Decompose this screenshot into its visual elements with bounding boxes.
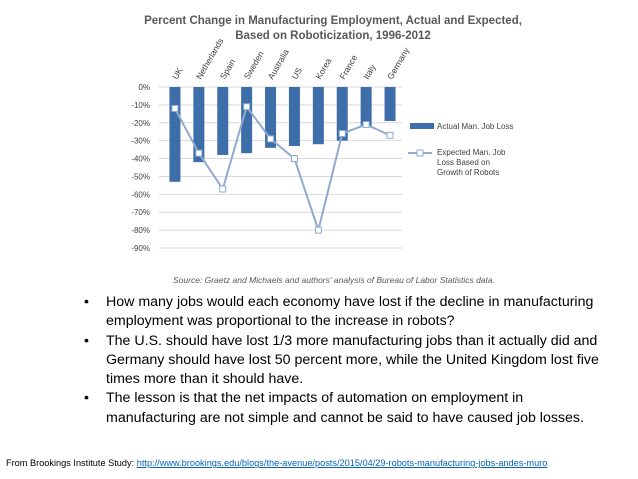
legend-expected-label-1: Expected Man. Job <box>437 148 506 157</box>
bar-actual <box>217 87 229 155</box>
chart: Percent Change in Manufacturing Employme… <box>131 15 522 285</box>
chart-source: Source: Graetz and Michaels and authors'… <box>173 275 495 285</box>
point-expected <box>338 130 346 138</box>
point-expected <box>219 185 227 193</box>
category-label: UK <box>170 65 185 81</box>
y-tick-label: -90% <box>131 244 150 253</box>
legend-actual-swatch <box>410 123 434 129</box>
bullet-list: • How many jobs would each economy have l… <box>82 293 602 428</box>
category-label: Germany <box>385 45 412 81</box>
footer: From Brookings Institute Study: http://w… <box>6 458 636 468</box>
actual-bars <box>169 87 396 182</box>
bar-actual <box>193 87 205 163</box>
bar-actual <box>336 87 348 141</box>
legend: Actual Man. Job Loss Expected Man. Job L… <box>408 122 513 177</box>
bullet-text: How many jobs would each economy have lo… <box>106 294 594 330</box>
bar-actual <box>241 87 253 154</box>
bullet-item: • The U.S. should have lost 1/3 more manu… <box>82 332 602 390</box>
bullet-icon: • <box>84 390 89 407</box>
footer-prefix: From Brookings Institute Study: <box>6 458 137 468</box>
expected-line <box>171 103 394 234</box>
category-label: Sweden <box>242 49 266 81</box>
point-expected <box>386 131 394 139</box>
bullet-text: The U.S. should have lost 1/3 more manuf… <box>106 332 599 388</box>
point-expected <box>243 103 251 111</box>
y-tick-label: -50% <box>131 172 150 181</box>
point-expected <box>171 104 179 112</box>
point-expected <box>362 121 370 129</box>
bullet-item: • The lesson is that the net impacts of a… <box>82 389 602 428</box>
y-axis-ticks: 0% -10% -20% -30% -40% -50% -60% -70% -80% -90% <box>131 83 150 253</box>
bar-actual <box>384 87 396 121</box>
point-expected <box>290 155 298 163</box>
legend-expected-label-3: Growth of Robots <box>437 168 499 177</box>
point-expected <box>267 135 275 143</box>
bar-actual <box>312 87 324 145</box>
y-tick-label: -80% <box>131 226 150 235</box>
category-label: Korea <box>313 56 333 81</box>
y-tick-label: 0% <box>138 83 150 92</box>
point-expected <box>314 226 322 234</box>
point-expected <box>195 149 203 157</box>
category-label: Spain <box>218 57 238 81</box>
bullet-text: The lesson is that the net impacts of au… <box>106 390 584 426</box>
category-label: US <box>290 65 305 81</box>
bullet-icon: • <box>84 332 89 349</box>
bar-actual <box>265 87 277 148</box>
legend-expected-marker <box>416 149 424 157</box>
chart-title-line-1: Percent Change in Manufacturing Employme… <box>144 15 522 27</box>
bar-actual <box>288 87 300 147</box>
y-tick-label: -20% <box>131 119 150 128</box>
legend-expected-label-2: Loss Based on <box>437 158 490 167</box>
line-expected <box>174 104 391 234</box>
y-tick-label: -10% <box>131 101 150 110</box>
y-tick-label: -60% <box>131 190 150 199</box>
chart-title-line-2: Based on Roboticization, 1996-2012 <box>235 30 431 42</box>
bar-actual <box>169 87 181 182</box>
y-tick-label: -40% <box>131 155 150 164</box>
y-tick-label: -70% <box>131 208 150 217</box>
category-label: France <box>337 53 359 81</box>
category-label: Italy <box>361 62 378 81</box>
bullet-item: • How many jobs would each economy have l… <box>82 293 602 332</box>
y-tick-label: -30% <box>131 137 150 146</box>
category-label: Australia <box>266 47 291 81</box>
bar-actual <box>360 87 372 127</box>
legend-actual-label: Actual Man. Job Loss <box>437 122 513 131</box>
bullet-icon: • <box>84 294 89 310</box>
footer-link[interactable]: http://www.brookings.edu/blogs/the-avenu… <box>136 458 548 468</box>
